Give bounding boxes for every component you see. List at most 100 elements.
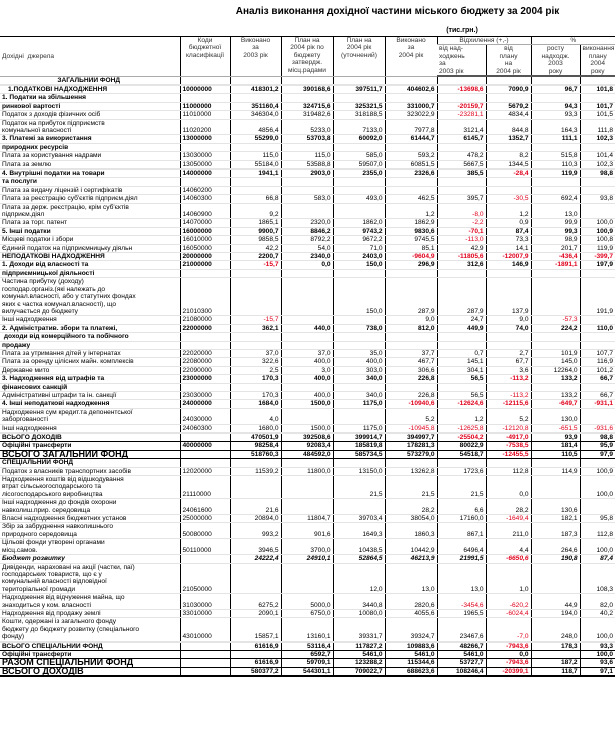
row-value: 145,1 bbox=[436, 357, 486, 367]
row-value: 117827,2 bbox=[332, 642, 385, 651]
row-value: 101,4 bbox=[579, 151, 615, 161]
table-row: Надходження сум кредит.та депонентської … bbox=[0, 408, 615, 425]
row-value: 39324,7 bbox=[384, 617, 437, 642]
row-value: -7,0 bbox=[485, 617, 532, 642]
row-value: 8,2 bbox=[485, 151, 532, 161]
row-code: 21080000 bbox=[179, 315, 230, 325]
row-value: -30,5 bbox=[485, 194, 532, 204]
row-value: 9900,7 bbox=[229, 227, 281, 237]
row-value: 585,0 bbox=[332, 151, 385, 161]
row-value: 52864,5 bbox=[332, 554, 385, 564]
row-value: 1352,7 bbox=[485, 134, 532, 144]
row-value bbox=[280, 432, 333, 434]
row-value bbox=[384, 458, 437, 468]
row-label: Офіційні трансферти bbox=[0, 650, 180, 660]
table-row: ВСЬОГО СПЕЦІАЛЬНИЙ ФОНД 61616,9 53116,4 117… bbox=[0, 642, 615, 651]
row-value: 688623,6 bbox=[384, 667, 437, 678]
row-label: Плата за держ. реєстрацію, крім суб'єкті… bbox=[0, 203, 180, 220]
row-label: Інші надходження до фондів охорони навко… bbox=[0, 498, 180, 516]
row-value: 7133,0 bbox=[332, 119, 385, 136]
row-value: 80022,9 bbox=[436, 441, 486, 451]
row-value: 440,0 bbox=[280, 324, 333, 334]
row-value bbox=[579, 498, 615, 516]
row-value: 1344,5 bbox=[485, 160, 532, 170]
row-value bbox=[384, 84, 437, 86]
row-label: 4. Внутрішні податки на товари bbox=[0, 169, 180, 179]
row-value bbox=[579, 93, 615, 103]
row-value bbox=[530, 341, 581, 350]
row-code: 25000000 bbox=[179, 514, 230, 524]
row-label: ВСЬОГО ДОХОДІВ bbox=[0, 667, 180, 678]
row-value bbox=[280, 332, 333, 342]
row-value: 3,6 bbox=[485, 366, 532, 376]
table-row: Плата за видачу ліцензій і сертифікатів 1… bbox=[0, 186, 615, 196]
row-value: 13,0 bbox=[530, 203, 581, 220]
header-dev-plan: від плану на 2004 рік bbox=[485, 44, 532, 78]
row-code bbox=[179, 76, 230, 85]
table-row: Інші надходження 21080000 -15,7 9,0 24,7 9,0-… bbox=[0, 315, 615, 325]
row-value bbox=[229, 650, 281, 660]
row-value: 2403,0 bbox=[332, 252, 385, 262]
row-value bbox=[280, 277, 333, 317]
row-value: 92083,4 bbox=[280, 441, 333, 451]
row-code bbox=[179, 641, 230, 643]
row-value: 53588,8 bbox=[280, 160, 333, 170]
row-code: 11000000 bbox=[179, 102, 230, 112]
row-code: 10000000 bbox=[179, 85, 230, 95]
row-value: 4,4 bbox=[485, 538, 532, 556]
row-value: 5667,5 bbox=[436, 160, 486, 170]
table-row: Дивіденди, нараховані на акції (частки, … bbox=[0, 563, 615, 595]
row-code: 16000000 bbox=[179, 227, 230, 237]
row-label: ВСЬОГО ДОХОДІВ bbox=[0, 433, 180, 443]
row-label: 5. Інші податки bbox=[0, 227, 180, 237]
row-value: 53727,7 bbox=[436, 658, 486, 668]
row-value: 42,2 bbox=[229, 244, 281, 254]
row-code: 31030000 bbox=[179, 593, 230, 610]
table-row: НЕПОДАТКОВІ НАДХОДЖЕННЯ 20000000 2200,7 234… bbox=[0, 252, 615, 262]
page-title: Аналіз виконання дохідної частини місько… bbox=[235, 6, 560, 17]
row-value: 53116,4 bbox=[280, 642, 333, 651]
row-label: Плата за видачу ліцензій і сертифікатів bbox=[0, 186, 180, 196]
row-value: 385,5 bbox=[436, 169, 486, 179]
row-value bbox=[530, 269, 581, 279]
row-value: 2326,6 bbox=[384, 169, 437, 179]
row-value: 53703,8 bbox=[280, 134, 333, 144]
row-value bbox=[579, 432, 615, 434]
row-label: Місцеві податки і збори bbox=[0, 235, 180, 245]
row-value: 187,2 bbox=[530, 658, 581, 668]
row-value: 1,0 bbox=[485, 563, 532, 595]
table-row: продажу bbox=[0, 341, 615, 350]
row-value: 60851,5 bbox=[384, 160, 437, 170]
row-value bbox=[280, 408, 333, 425]
row-value: 54,0 bbox=[280, 244, 333, 254]
row-value bbox=[485, 432, 532, 434]
row-label: НЕПОДАТКОВІ НАДХОДЖЕННЯ bbox=[0, 252, 180, 262]
row-value: 24910,1 bbox=[280, 554, 333, 564]
row-value: 59507,0 bbox=[332, 160, 385, 170]
table-row: підприємницької діяльності bbox=[0, 269, 615, 279]
row-value: 10080,0 bbox=[332, 609, 385, 619]
row-value: 322,6 bbox=[229, 357, 281, 367]
row-value: -6650,6 bbox=[485, 554, 532, 564]
table-row: Адміністративні штрафи та ін. санкції 230… bbox=[0, 391, 615, 401]
row-value: 9743,2 bbox=[332, 227, 385, 237]
row-value: 9,2 bbox=[229, 203, 281, 220]
row-value: 12,0 bbox=[332, 563, 385, 595]
row-value: 8846,2 bbox=[280, 227, 333, 237]
row-value: 97,9 bbox=[579, 450, 615, 460]
row-value: 351160,4 bbox=[229, 102, 281, 112]
row-value bbox=[436, 168, 486, 170]
row-label: 1. Доходи від власності та bbox=[0, 260, 180, 270]
row-value bbox=[384, 641, 437, 643]
row-value: 738,0 bbox=[332, 324, 385, 334]
row-value bbox=[332, 168, 385, 170]
row-value: 60092,0 bbox=[332, 134, 385, 144]
row-value: 55299,0 bbox=[229, 134, 281, 144]
row-value: 107,7 bbox=[579, 349, 615, 359]
row-value bbox=[332, 498, 385, 516]
row-value: 100,0 bbox=[579, 650, 615, 660]
row-value bbox=[485, 341, 532, 350]
row-label: та послуги bbox=[0, 177, 180, 187]
row-value: 187,3 bbox=[530, 522, 581, 540]
row-value bbox=[485, 269, 532, 279]
